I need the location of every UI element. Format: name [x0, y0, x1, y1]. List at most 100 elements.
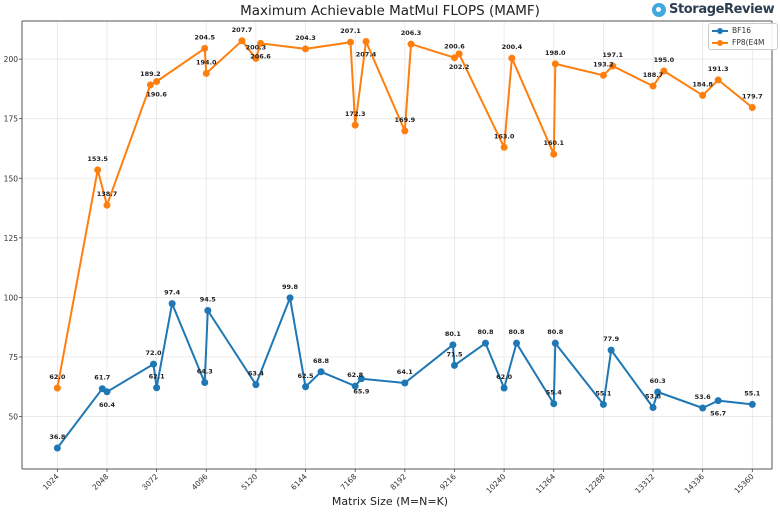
data-label-bf16: 62.5: [298, 372, 315, 380]
data-point-bf16: [150, 360, 158, 368]
data-point-bf16: [286, 294, 294, 302]
data-label-fp8: 200.3: [246, 43, 267, 51]
grid: [22, 21, 772, 469]
data-point-fp8: [550, 150, 558, 158]
x-axis-label: Matrix Size (M=N=K): [331, 495, 449, 508]
data-label-fp8: 200.4: [502, 43, 523, 51]
data-label-fp8: 198.0: [545, 49, 566, 57]
x-tick-label: 5120: [239, 472, 259, 492]
legend-label-bf16: BF16: [732, 26, 752, 35]
logo-text: StorageReview: [669, 2, 775, 17]
data-label-fp8: 204.3: [295, 34, 316, 42]
y-tick-label: 50: [8, 413, 18, 422]
data-point-bf16: [401, 379, 409, 387]
data-point-bf16: [500, 384, 508, 392]
y-tick-label: 125: [4, 234, 19, 243]
data-label-fp8: 160.1: [543, 139, 564, 147]
data-label-bf16: 94.5: [200, 296, 217, 304]
data-label-bf16: 80.1: [445, 330, 462, 338]
data-point-bf16: [252, 381, 260, 389]
storagereview-logo: StorageReview: [652, 2, 778, 17]
y-tick-label: 150: [4, 174, 19, 183]
data-point-fp8: [202, 69, 210, 77]
data-point-bf16: [53, 444, 61, 452]
x-tick-label: 6144: [289, 472, 309, 492]
data-label-fp8: 207.7: [232, 26, 253, 34]
legend-item-bf16: BF16: [709, 25, 777, 36]
data-label-bf16: 55.1: [595, 389, 612, 397]
data-point-bf16: [317, 368, 325, 376]
data-label-fp8: 197.1: [602, 51, 623, 59]
data-label-bf16: 80.8: [508, 328, 525, 336]
data-label-bf16: 56.7: [710, 410, 726, 418]
data-point-bf16: [103, 388, 111, 396]
data-point-bf16: [449, 341, 457, 349]
data-label-fp8: 172.3: [345, 110, 366, 118]
legend-label-fp8: FP8(E4M: [732, 38, 765, 47]
data-point-fp8: [407, 40, 415, 48]
data-label-bf16: 61.7: [94, 374, 110, 382]
data-label-fp8: 207.1: [340, 27, 361, 35]
data-label-bf16: 36.8: [49, 433, 66, 441]
data-label-bf16: 97.4: [164, 289, 181, 297]
data-label-bf16: 64.1: [397, 368, 414, 376]
legend-swatch-bf16: [712, 27, 728, 34]
data-label-bf16: 64.3: [197, 367, 213, 375]
x-tick-label: 1024: [41, 472, 61, 492]
data-point-bf16: [357, 375, 365, 383]
data-point-bf16: [551, 339, 559, 347]
x-tick-label: 11264: [534, 472, 557, 495]
data-point-fp8: [508, 54, 516, 62]
x-tick-label: 14336: [683, 472, 706, 495]
y-tick-label: 200: [4, 55, 19, 64]
data-point-bf16: [748, 400, 756, 408]
data-label-fp8: 206.6: [250, 52, 271, 60]
data-point-fp8: [500, 143, 508, 151]
data-point-fp8: [94, 166, 102, 174]
x-tick-label: 15360: [732, 472, 755, 495]
data-label-fp8: 202.2: [449, 63, 470, 71]
x-tick-label: 4096: [190, 472, 210, 492]
legend-item-fp8: FP8(E4M: [709, 37, 777, 48]
data-point-fp8: [660, 67, 668, 75]
y-tick-label: 75: [8, 353, 18, 362]
data-point-bf16: [201, 378, 209, 386]
data-label-fp8: 194.0: [196, 58, 217, 66]
data-label-bf16: 53.6: [695, 393, 712, 401]
data-point-bf16: [450, 361, 458, 369]
data-label-fp8: 62.0: [49, 373, 66, 381]
data-label-fp8: 188.7: [643, 71, 664, 79]
data-label-bf16: 55.1: [744, 389, 761, 397]
data-point-bf16: [168, 300, 176, 308]
legend: BF16 FP8(E4M: [708, 23, 778, 50]
data-point-fp8: [551, 60, 559, 68]
data-point-bf16: [481, 339, 489, 347]
storagereview-logo-icon: [652, 2, 666, 17]
data-label-bf16: 80.8: [477, 328, 494, 336]
data-label-bf16: 63.4: [248, 370, 265, 378]
data-label-fp8: 153.5: [87, 155, 108, 163]
data-label-fp8: 207.4: [356, 50, 377, 58]
series-layer: [53, 37, 756, 452]
data-point-fp8: [252, 54, 260, 62]
x-tick-label: 8192: [388, 472, 408, 492]
y-tick-label: 100: [4, 293, 19, 302]
x-tick-label: 9216: [438, 472, 458, 492]
data-point-bf16: [204, 307, 212, 315]
data-point-fp8: [401, 127, 409, 135]
data-point-fp8: [257, 39, 265, 47]
data-point-bf16: [714, 397, 722, 405]
data-point-bf16: [649, 404, 657, 412]
data-point-fp8: [699, 91, 707, 99]
data-label-bf16: 55.4: [546, 389, 563, 397]
data-point-bf16: [607, 346, 615, 354]
data-label-bf16: 72.0: [145, 349, 162, 357]
data-label-fp8: 179.7: [742, 93, 763, 101]
data-label-fp8: 206.3: [401, 29, 422, 37]
data-point-fp8: [609, 62, 617, 70]
data-point-fp8: [362, 37, 370, 45]
data-point-fp8: [146, 81, 154, 89]
x-tick-label: 13312: [633, 472, 656, 495]
x-tick-label: 10240: [484, 472, 507, 495]
data-label-bf16: 80.8: [547, 328, 564, 336]
